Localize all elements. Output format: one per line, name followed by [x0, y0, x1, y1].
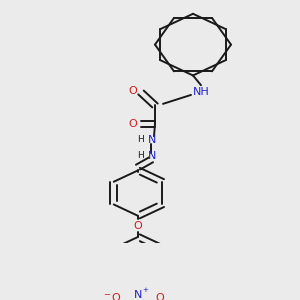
Text: O: O	[129, 86, 137, 96]
Text: H: H	[136, 151, 143, 160]
Text: N: N	[148, 151, 156, 161]
Text: N: N	[134, 290, 142, 299]
Text: O: O	[156, 293, 164, 300]
Text: NH: NH	[193, 87, 210, 97]
Text: O: O	[112, 293, 120, 300]
Text: N: N	[148, 135, 156, 145]
Text: H: H	[136, 135, 143, 144]
Text: O: O	[134, 220, 142, 231]
Text: O: O	[129, 119, 137, 129]
Text: −: −	[103, 290, 110, 299]
Text: +: +	[142, 287, 148, 293]
